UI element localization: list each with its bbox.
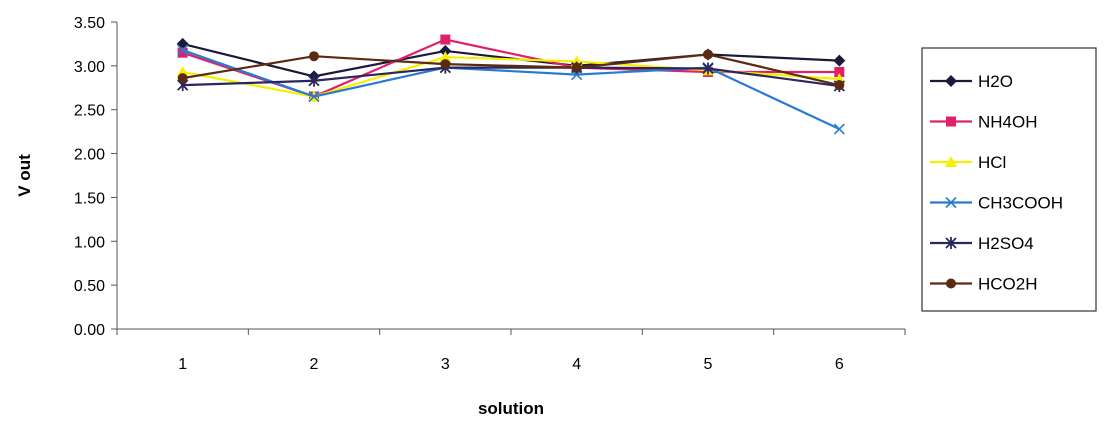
data-point-nh4oh xyxy=(177,47,188,58)
x-axis-title: solution xyxy=(478,399,544,418)
legend-marker-ch3cooh xyxy=(945,196,957,209)
data-point-h2o xyxy=(833,54,846,67)
y-tick-label: 0.00 xyxy=(74,322,105,339)
data-point-hco2h xyxy=(571,62,582,73)
x-tick-label: 6 xyxy=(835,356,844,373)
series-line-h2so4 xyxy=(182,66,840,88)
legend-marker-nh4oh xyxy=(946,116,956,127)
data-point-hco2h xyxy=(309,51,319,62)
x-tick-label: 5 xyxy=(704,356,713,373)
series-line-ch3cooh xyxy=(182,49,840,131)
legend-label-hco2h: HCO2H xyxy=(978,275,1038,294)
legend-label-h2so4: H2SO4 xyxy=(978,234,1034,253)
legend-item-hco2h: HCO2H xyxy=(930,275,1038,294)
legend-marker-hco2h xyxy=(946,278,956,289)
legend-label-ch3cooh: CH3COOH xyxy=(978,194,1063,213)
data-point-h2so4 xyxy=(308,74,320,87)
y-tick-label: 1.50 xyxy=(74,190,105,207)
data-point-nh4oh xyxy=(440,34,451,45)
legend-marker-h2o xyxy=(945,75,957,87)
y-tick-label: 1.00 xyxy=(74,234,105,251)
legend-marker-hcl xyxy=(945,156,957,167)
y-tick-label: 3.00 xyxy=(74,59,105,76)
legend-label-nh4oh: NH4OH xyxy=(978,113,1038,132)
data-point-h2so4 xyxy=(702,62,714,75)
legend-box xyxy=(921,47,1097,312)
legend-item-h2o: H2O xyxy=(930,72,1013,91)
legend-item-h2so4: H2SO4 xyxy=(930,234,1034,253)
x-tick-label: 3 xyxy=(441,356,450,373)
series-hcl xyxy=(176,51,846,102)
y-tick-label: 3.50 xyxy=(74,15,105,32)
data-point-hco2h xyxy=(440,59,451,70)
data-point-ch3cooh xyxy=(833,123,845,135)
y-axis-title: V out xyxy=(15,154,34,197)
data-point-hcl xyxy=(439,51,452,63)
legend-item-nh4oh: NH4OH xyxy=(930,113,1038,132)
data-point-nh4oh xyxy=(834,66,845,77)
legend-label-h2o: H2O xyxy=(978,72,1013,91)
series-hco2h xyxy=(177,49,845,91)
data-point-hco2h xyxy=(177,73,188,84)
legend-label-hcl: HCl xyxy=(978,153,1006,172)
x-tick-label: 1 xyxy=(178,356,187,373)
data-point-ch3cooh xyxy=(177,44,189,56)
legend-marker-h2so4 xyxy=(945,237,957,249)
y-tick-label: 0.50 xyxy=(74,278,105,295)
x-tick-label: 4 xyxy=(572,356,581,373)
series-line-hco2h xyxy=(182,53,840,87)
data-point-ch3cooh xyxy=(308,90,320,103)
data-point-hco2h xyxy=(703,49,713,60)
data-point-h2o xyxy=(439,44,452,57)
legend-item-ch3cooh: CH3COOH xyxy=(930,194,1063,213)
data-point-hco2h xyxy=(834,80,845,91)
legend-item-hcl: HCl xyxy=(930,153,1006,172)
x-tick-label: 2 xyxy=(310,356,319,373)
y-tick-label: 2.00 xyxy=(74,147,105,164)
y-tick-label: 2.50 xyxy=(74,103,105,120)
